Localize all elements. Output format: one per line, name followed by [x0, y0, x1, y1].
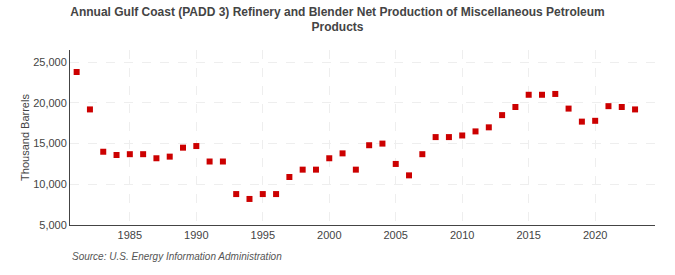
svg-text:Annual Gulf Coast (PADD 3) Ref: Annual Gulf Coast (PADD 3) Refinery and …	[70, 5, 605, 35]
svg-text:10,000: 10,000	[33, 178, 67, 190]
svg-text:15,000: 15,000	[33, 137, 67, 149]
svg-text:2005: 2005	[383, 229, 407, 241]
svg-text:20,000: 20,000	[33, 97, 67, 109]
svg-text:1985: 1985	[118, 229, 142, 241]
svg-text:2000: 2000	[317, 229, 341, 241]
svg-text:1995: 1995	[251, 229, 275, 241]
svg-text:Source: U.S. Energy Informatio: Source: U.S. Energy Information Administ…	[72, 251, 282, 262]
svg-text:2015: 2015	[516, 229, 540, 241]
svg-text:Thousand Barrels: Thousand Barrels	[19, 94, 31, 181]
svg-text:2010: 2010	[450, 229, 474, 241]
svg-text:25,000: 25,000	[33, 56, 67, 68]
svg-text:5,000: 5,000	[39, 219, 67, 231]
svg-text:2020: 2020	[583, 229, 607, 241]
svg-text:1990: 1990	[184, 229, 208, 241]
